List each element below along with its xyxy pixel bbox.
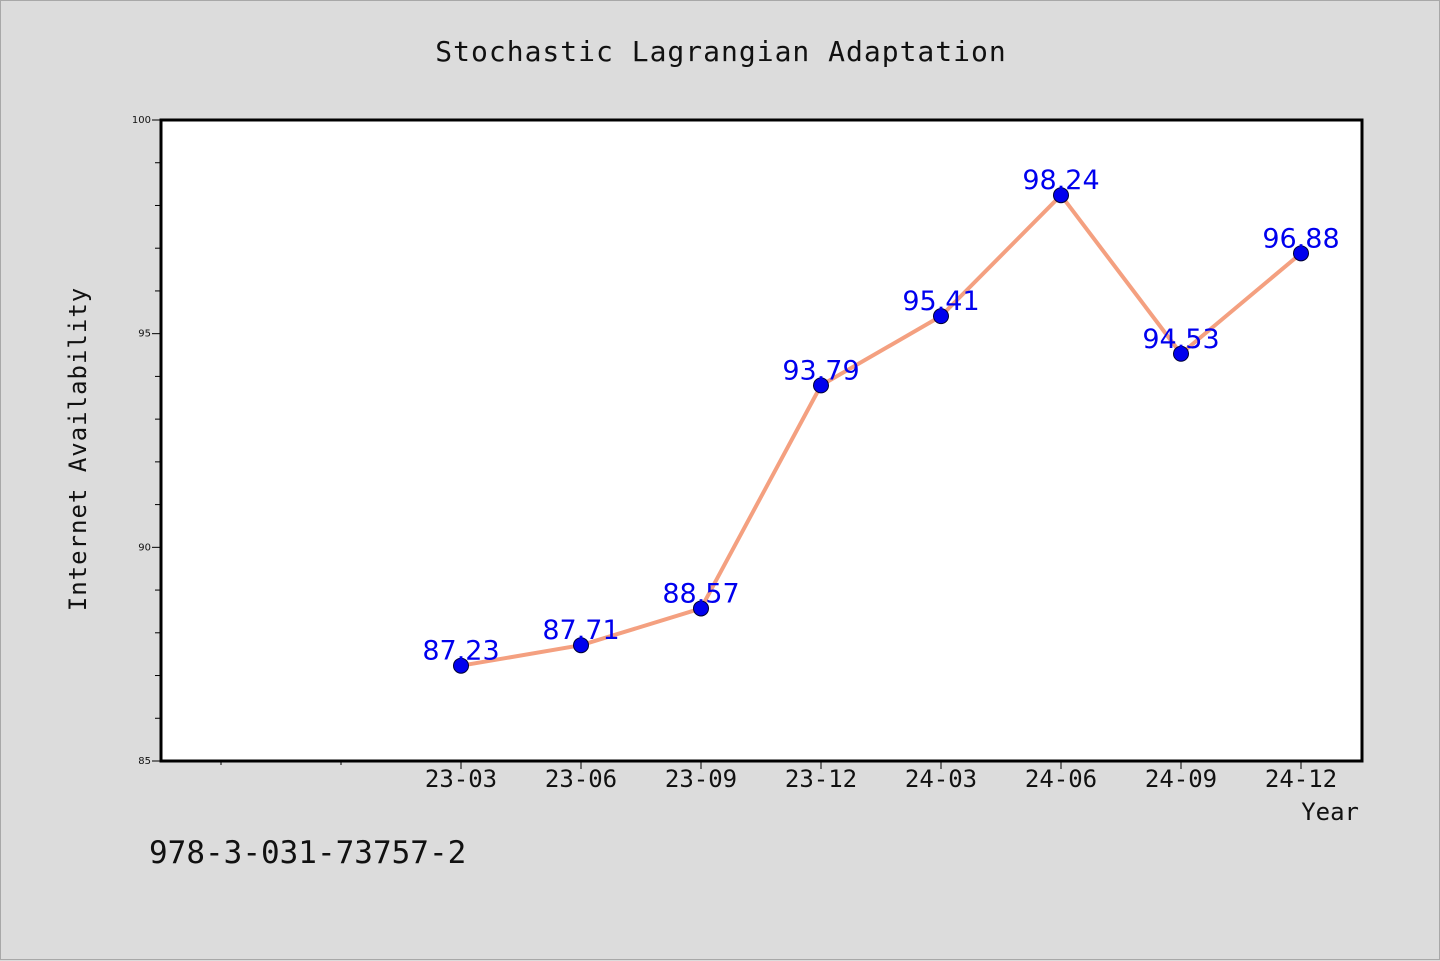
x-tick-label: 24-09: [1145, 765, 1217, 793]
x-axis-title: Year: [1301, 798, 1359, 826]
x-tick-label: 23-09: [665, 765, 737, 793]
x-tick-label: 24-06: [1025, 765, 1097, 793]
data-point: [933, 308, 949, 325]
data-labels: 87.23 87.71 88.57 93.79 95.41 98.24 94.53 96.88: [422, 165, 1339, 666]
y-tick-label: 85: [138, 756, 151, 767]
data-label: 95.41: [902, 286, 979, 317]
x-tick-label: 23-12: [785, 765, 857, 793]
x-tick-label: 24-12: [1265, 765, 1337, 793]
y-axis-title: Internet Availability: [64, 287, 92, 611]
x-tick-label: 23-03: [425, 765, 497, 793]
data-label: 94.53: [1142, 324, 1219, 355]
x-axis: 23-03 23-06 23-09 23-12 24-03 24-06 24-09 24-12: [220, 761, 1337, 793]
data-label: 96.88: [1262, 223, 1339, 254]
data-point: [693, 600, 709, 617]
y-tick-label: 100: [132, 115, 151, 126]
x-tick-label: 24-03: [905, 765, 977, 793]
chart-title: Stochastic Lagrangian Adaptation: [435, 35, 1007, 68]
data-label: 87.71: [542, 615, 619, 646]
data-point: [813, 377, 829, 394]
data-point: [453, 657, 469, 674]
y-tick-label: 90: [138, 542, 151, 553]
data-label: 98.24: [1022, 165, 1099, 196]
y-axis: 85 90 95 100: [132, 115, 161, 767]
footer-code: 978-3-031-73757-2: [149, 835, 467, 871]
data-point: [1053, 187, 1069, 204]
plot-area: [159, 118, 1364, 763]
x-tick-label: 23-06: [545, 765, 617, 793]
y-tick-label: 95: [138, 329, 151, 340]
data-label: 87.23: [422, 636, 499, 667]
data-point: [1173, 345, 1189, 362]
data-label: 93.79: [782, 355, 859, 386]
data-point: [1293, 245, 1309, 262]
data-markers: [453, 187, 1309, 674]
data-point: [573, 637, 589, 654]
series-line: [460, 193, 1303, 668]
data-label: 88.57: [662, 578, 739, 609]
